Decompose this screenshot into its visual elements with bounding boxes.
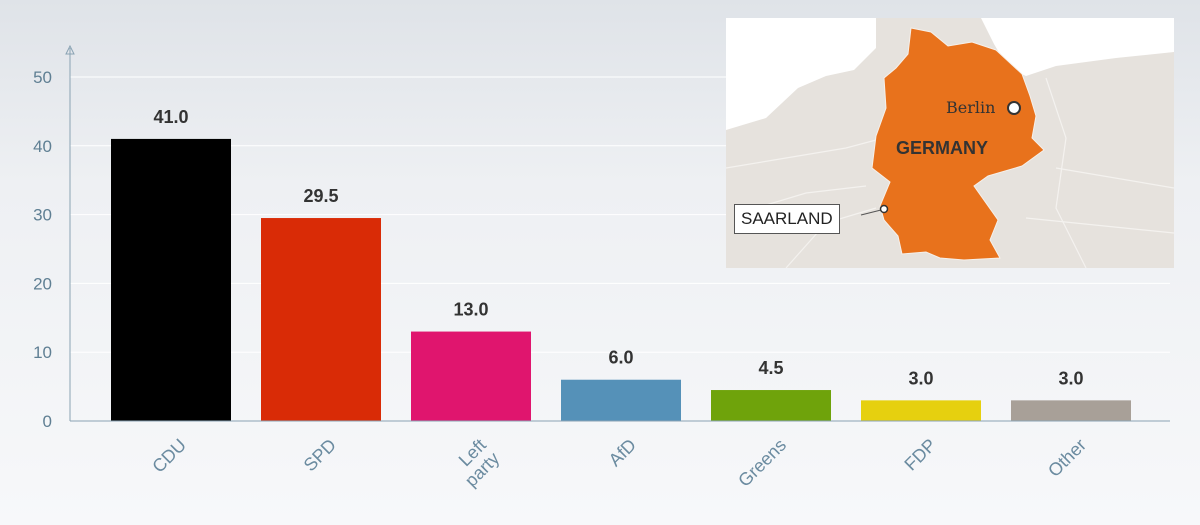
x-axis-ticks: CDU SPD Leftparty AfD Greens FDP Other	[148, 435, 1090, 491]
data-label: 41.0	[153, 107, 188, 127]
baltic-sea	[981, 18, 1174, 76]
y-tick-label: 10	[33, 343, 52, 362]
germany-shape	[871, 27, 1045, 261]
x-tick-line: FDP	[900, 435, 940, 475]
x-tick-label: Other	[1044, 435, 1090, 481]
north-sea	[726, 18, 876, 130]
bar-left-party	[411, 331, 531, 421]
bar-fdp	[861, 400, 981, 421]
y-tick-label: 0	[43, 412, 52, 431]
bar-greens	[711, 390, 831, 421]
data-label: 29.5	[303, 186, 338, 206]
x-tick-line: Other	[1044, 435, 1090, 481]
x-tick-line: CDU	[148, 435, 190, 477]
x-tick-label: FDP	[900, 435, 940, 475]
bar-cdu	[111, 138, 231, 422]
saarland-label: SAARLAND	[734, 204, 840, 234]
y-tick-label: 20	[33, 274, 52, 293]
bar-spd	[261, 218, 381, 421]
x-tick-label: AfD	[605, 435, 640, 470]
saarland-leader	[860, 209, 882, 216]
data-label: 13.0	[453, 300, 488, 320]
saarland-marker	[879, 204, 889, 214]
germany-label: GERMANY	[896, 138, 989, 158]
x-tick-line: SPD	[300, 435, 340, 475]
y-tick-label: 50	[33, 68, 52, 87]
data-label: 4.5	[758, 358, 783, 378]
y-axis-arrow	[65, 44, 75, 55]
x-tick-label: Leftparty	[448, 435, 504, 491]
data-labels: 41.0 29.5 13.0 6.0 4.5 3.0 3.0	[153, 107, 1083, 388]
berlin-marker	[1007, 101, 1021, 115]
y-axis-ticks: 0 10 20 30 40 50	[33, 68, 52, 431]
bar-other	[1011, 400, 1131, 421]
y-tick-label: 40	[33, 137, 52, 156]
data-label: 3.0	[1058, 368, 1083, 388]
country-borders	[726, 77, 1174, 268]
x-tick-label: SPD	[300, 435, 340, 475]
x-tick-label: Greens	[734, 435, 790, 491]
data-label: 6.0	[608, 348, 633, 368]
x-tick-line: AfD	[605, 435, 640, 470]
x-tick-label: CDU	[148, 435, 190, 477]
locator-map: Berlin GERMANY SAARLAND	[726, 18, 1174, 268]
x-tick-line: Greens	[734, 435, 790, 491]
berlin-label: Berlin	[946, 98, 996, 117]
map-graphic	[726, 18, 1174, 268]
bar-afd	[561, 379, 681, 421]
data-label: 3.0	[908, 368, 933, 388]
bars	[111, 138, 1131, 422]
y-tick-label: 30	[33, 206, 52, 225]
